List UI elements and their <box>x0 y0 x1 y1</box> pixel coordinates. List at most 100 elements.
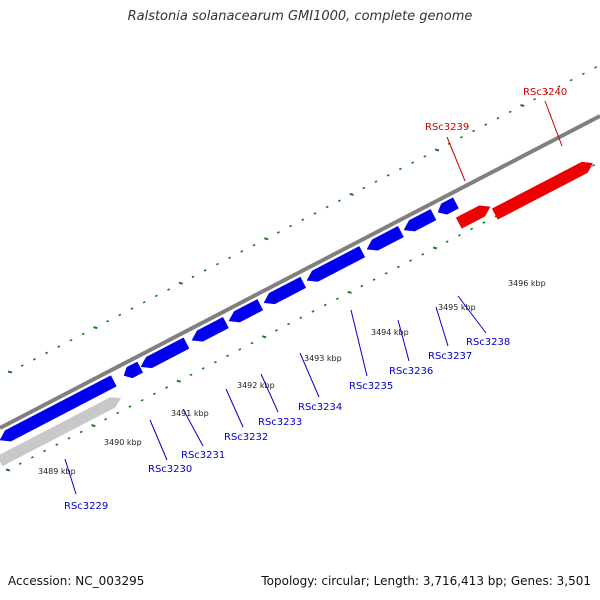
gene-arrow-reverse <box>306 246 366 282</box>
tick-mark-upper <box>106 319 110 323</box>
tick-mark-upper <box>178 281 183 285</box>
gene-label: RSc3233 <box>258 417 302 428</box>
tick-mark-upper <box>191 275 195 279</box>
genome-backbone <box>0 114 600 430</box>
tick-mark-upper <box>434 148 440 152</box>
gene-leader-line <box>397 319 410 362</box>
tick-mark-upper <box>313 212 317 215</box>
gene-arrow-reverse <box>437 197 459 215</box>
tick-mark-lower <box>55 443 59 446</box>
tick-mark-upper <box>520 104 525 108</box>
tick-row-upper <box>7 66 598 374</box>
tick-mark-upper <box>289 224 293 228</box>
gene-leader-line <box>457 295 487 334</box>
gene-label: RSc3239 <box>425 122 469 133</box>
tick-mark-lower <box>165 386 169 389</box>
tick-label: 3494 kbp <box>371 328 409 337</box>
tick-labels: 3489 kbp 3490 kbp 3491 kbp 3492 kbp 3493 kbp… <box>38 279 546 476</box>
accession-label: Accession: NC_003295 <box>8 574 145 588</box>
tick-mark-upper <box>349 192 354 196</box>
tick-mark-upper <box>69 338 73 342</box>
tick-mark-lower <box>176 379 181 383</box>
tick-mark-upper <box>386 174 390 177</box>
tick-mark-upper <box>20 364 24 367</box>
tick-mark-upper <box>398 167 402 171</box>
tick-label: 3496 kbp <box>508 279 546 288</box>
tick-mark-lower <box>432 246 438 250</box>
gene-label: RSc3234 <box>298 402 342 413</box>
tick-mark-upper <box>215 262 219 266</box>
tick-mark-lower <box>372 278 376 281</box>
tick-label: 3491 kbp <box>171 409 209 418</box>
gene-leader-line <box>350 309 368 377</box>
gene-labels: RSc3229 RSc3230 RSc3231 RSc3232 RSc3233 RSc32… <box>64 87 567 512</box>
gene-arrow-reverse <box>403 209 437 232</box>
tick-mark-lower <box>409 259 413 262</box>
gene-leader-line <box>446 136 466 182</box>
gene-arrow-reverse <box>263 276 307 305</box>
gene-label: RSc3229 <box>64 501 108 512</box>
tick-mark-lower <box>445 240 449 243</box>
tick-mark-lower <box>79 430 83 434</box>
tick-mark-upper <box>252 243 256 247</box>
tick-mark-upper <box>337 199 341 203</box>
gene-arrow-forward <box>491 161 594 220</box>
tick-mark-upper <box>325 205 329 209</box>
tick-label: 3492 kbp <box>237 381 275 390</box>
tick-label: 3495 kbp <box>438 303 476 312</box>
tick-label: 3490 kbp <box>104 438 142 447</box>
tick-mark-upper <box>545 91 549 95</box>
tick-mark-upper <box>32 358 36 361</box>
gene-features <box>0 161 594 467</box>
tick-mark-lower <box>274 329 278 332</box>
tick-mark-lower <box>116 411 120 415</box>
tick-mark-lower <box>262 335 267 339</box>
tick-mark-lower <box>226 354 230 358</box>
tick-mark-upper <box>569 78 573 82</box>
tick-mark-lower <box>152 392 156 396</box>
gene-leader-line <box>149 419 168 461</box>
tick-mark-upper <box>594 66 598 69</box>
tick-mark-upper <box>276 231 280 234</box>
tick-mark-lower <box>140 398 144 402</box>
tick-mark-upper <box>142 300 146 304</box>
gene-leader-line <box>182 408 204 447</box>
tick-mark-upper <box>167 288 171 291</box>
tick-mark-lower <box>299 316 303 320</box>
tick-mark-upper <box>93 326 98 330</box>
tick-mark-upper <box>7 370 13 374</box>
tick-mark-upper <box>484 123 488 126</box>
gene-label: RSc3236 <box>389 366 433 377</box>
tick-mark-upper <box>45 351 49 355</box>
tick-mark-upper <box>472 129 476 133</box>
tick-mark-upper <box>240 250 244 253</box>
tick-mark-lower <box>238 348 242 351</box>
gene-arrow-reverse <box>0 375 117 442</box>
tick-mark-lower <box>67 436 71 440</box>
tick-mark-upper <box>154 294 158 298</box>
genome-stats: Topology: circular; Length: 3,716,413 bp… <box>261 574 591 588</box>
tick-mark-lower <box>213 360 217 364</box>
gene-label: RSc3240 <box>523 87 567 98</box>
gene-label: RSc3231 <box>181 450 225 461</box>
gene-label: RSc3232 <box>224 432 268 443</box>
tick-mark-lower <box>18 462 22 465</box>
gene-label: RSc3235 <box>349 381 393 392</box>
tick-label: 3489 kbp <box>38 467 76 476</box>
tick-mark-upper <box>411 161 415 164</box>
tick-mark-lower <box>189 373 193 377</box>
gene-leader-line <box>260 373 279 413</box>
gene-leader-line <box>435 306 449 347</box>
tick-mark-upper <box>496 116 500 120</box>
tick-label: 3493 kbp <box>304 354 342 363</box>
tick-mark-lower <box>250 341 254 345</box>
tick-mark-upper <box>203 269 207 272</box>
tick-mark-upper <box>264 237 269 241</box>
tick-mark-lower <box>335 297 339 301</box>
tick-mark-lower <box>347 290 352 294</box>
gene-leader-line <box>225 388 244 428</box>
gene-label: RSc3238 <box>466 337 510 348</box>
gene-arrow-reverse <box>228 299 264 323</box>
tick-mark-lower <box>592 164 596 167</box>
tick-mark-lower <box>470 227 474 231</box>
